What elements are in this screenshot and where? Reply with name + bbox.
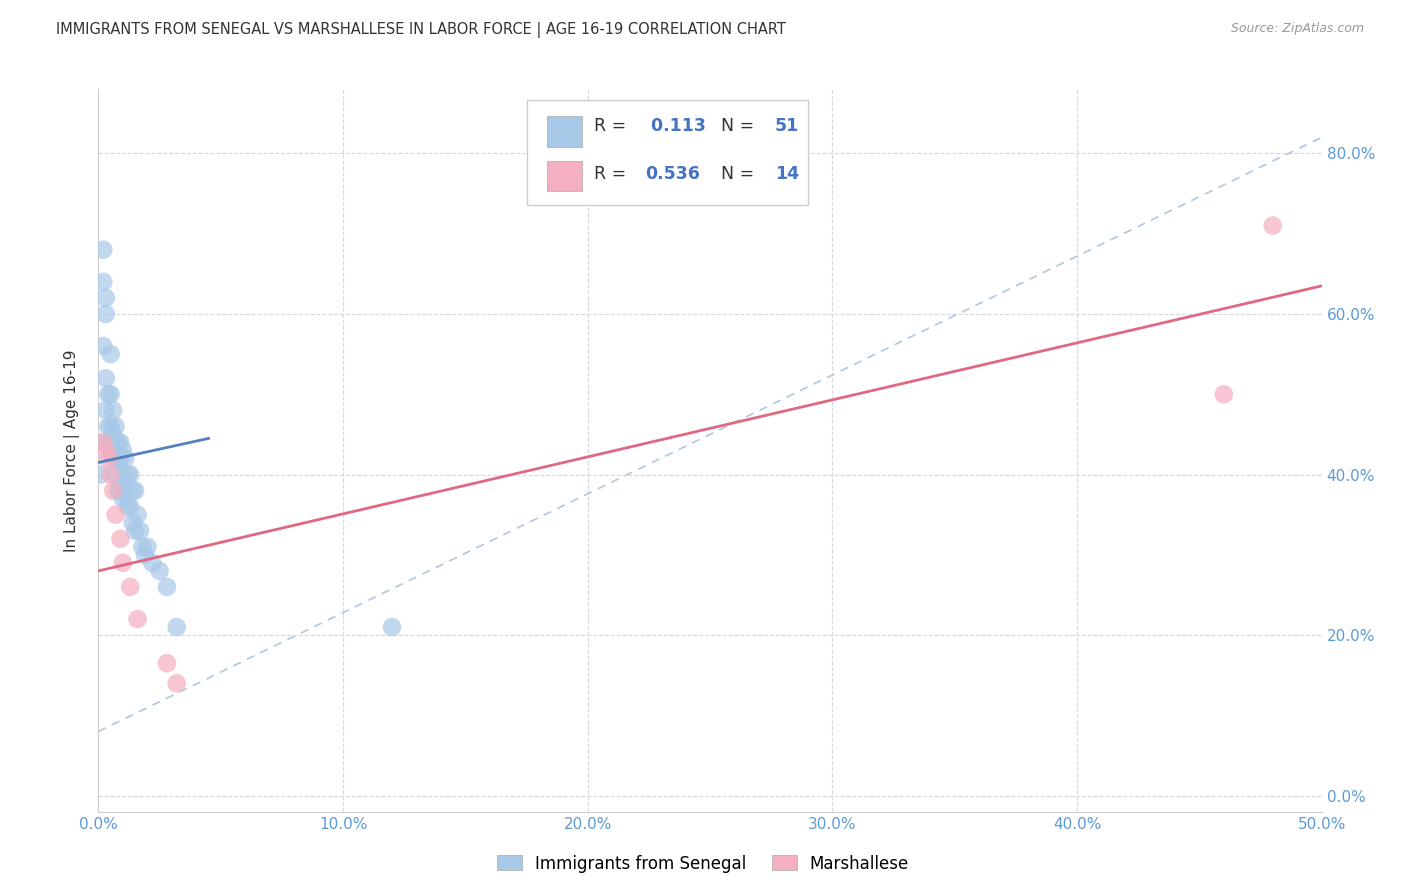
Point — [94, 403, 117, 417]
Point — [97, 451, 120, 466]
Text: 51: 51 — [775, 117, 799, 135]
Point — [120, 467, 142, 482]
Point — [149, 564, 172, 578]
Point — [94, 307, 117, 321]
Point — [114, 451, 136, 466]
FancyBboxPatch shape — [526, 100, 808, 205]
Point — [117, 500, 139, 514]
Point — [111, 467, 134, 482]
Point — [94, 371, 117, 385]
Point — [101, 427, 124, 442]
Point — [117, 467, 139, 482]
Point — [156, 657, 179, 671]
Text: Source: ZipAtlas.com: Source: ZipAtlas.com — [1230, 22, 1364, 36]
Point — [107, 435, 129, 450]
Point — [91, 339, 114, 353]
Point — [111, 491, 134, 506]
Point — [1261, 219, 1284, 233]
Point — [97, 435, 120, 450]
Point — [114, 483, 136, 498]
Point — [100, 467, 122, 482]
Point — [101, 483, 124, 498]
Point — [90, 435, 112, 450]
Point — [94, 443, 117, 458]
Point — [110, 435, 132, 450]
Point — [124, 524, 146, 538]
Point — [107, 483, 129, 498]
Text: N =: N = — [710, 117, 759, 135]
Point — [94, 291, 117, 305]
FancyBboxPatch shape — [547, 116, 582, 146]
Text: R =: R = — [593, 117, 631, 135]
Text: 0.113: 0.113 — [645, 117, 706, 135]
Point — [134, 548, 156, 562]
FancyBboxPatch shape — [547, 161, 582, 192]
Point — [121, 516, 143, 530]
Point — [129, 524, 152, 538]
Point — [107, 451, 129, 466]
Point — [100, 443, 122, 458]
Point — [136, 540, 159, 554]
Text: R =: R = — [593, 165, 631, 183]
Point — [166, 676, 188, 690]
Point — [111, 556, 134, 570]
Text: IMMIGRANTS FROM SENEGAL VS MARSHALLESE IN LABOR FORCE | AGE 16-19 CORRELATION CH: IMMIGRANTS FROM SENEGAL VS MARSHALLESE I… — [56, 22, 786, 38]
Point — [131, 540, 153, 554]
Point — [120, 500, 142, 514]
Point — [101, 451, 124, 466]
Point — [97, 387, 120, 401]
Point — [127, 508, 149, 522]
Point — [100, 387, 122, 401]
Point — [91, 243, 114, 257]
Point — [97, 419, 120, 434]
Point — [120, 580, 142, 594]
Point — [104, 467, 127, 482]
Point — [121, 483, 143, 498]
Point — [91, 275, 114, 289]
Point — [91, 435, 114, 450]
Point — [104, 419, 127, 434]
Point — [90, 467, 112, 482]
Point — [111, 443, 134, 458]
Point — [101, 403, 124, 417]
Point — [141, 556, 163, 570]
Y-axis label: In Labor Force | Age 16-19: In Labor Force | Age 16-19 — [63, 349, 80, 552]
Point — [156, 580, 179, 594]
Point — [100, 419, 122, 434]
Point — [124, 483, 146, 498]
Legend: Immigrants from Senegal, Marshallese: Immigrants from Senegal, Marshallese — [491, 848, 915, 880]
Text: 14: 14 — [775, 165, 799, 183]
Point — [110, 532, 132, 546]
Point — [104, 508, 127, 522]
Point — [166, 620, 188, 634]
Point — [127, 612, 149, 626]
Text: N =: N = — [710, 165, 759, 183]
Point — [110, 483, 132, 498]
Point — [104, 435, 127, 450]
Point — [110, 451, 132, 466]
Point — [100, 347, 122, 361]
Point — [1212, 387, 1234, 401]
Text: 0.536: 0.536 — [645, 165, 700, 183]
Point — [381, 620, 404, 634]
